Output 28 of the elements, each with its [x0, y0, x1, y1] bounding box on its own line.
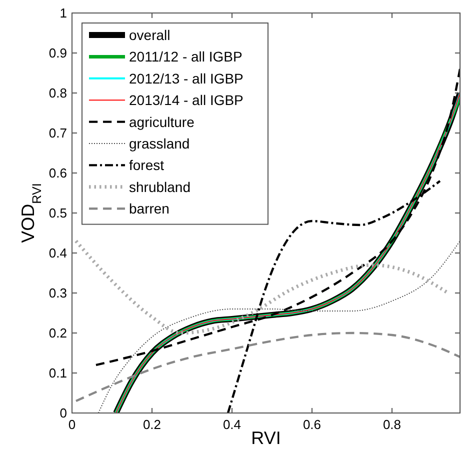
line-series: [98, 240, 460, 413]
legend-label: 2012/13 - all IGBP: [129, 70, 244, 86]
y-tick-label: 0.7: [48, 126, 67, 140]
y-tick-label: 0: [60, 406, 67, 420]
y-tick-label: 0.9: [48, 46, 67, 60]
x-axis-title: RVI: [251, 428, 281, 448]
legend-label: grassland: [129, 136, 190, 152]
x-tick-label: 0.2: [142, 417, 162, 432]
legend-label: 2011/12 - all IGBP: [129, 48, 242, 65]
y-tick-label: 0.3: [48, 286, 67, 300]
legend-label: 2013/14 - all IGBP: [129, 92, 244, 108]
x-tick-label: 0.8: [382, 417, 402, 432]
line-series: [74, 239, 450, 335]
legend-label: shrubland: [129, 178, 190, 195]
y-tick-label: 0.5: [48, 206, 67, 220]
y-tick-label: 1: [60, 6, 67, 20]
legend-label: barren: [129, 200, 170, 217]
y-tick-label: 0.2: [48, 326, 67, 340]
legend-label: overall: [129, 27, 170, 43]
y-tick-label: 0.1: [48, 366, 67, 380]
y-tick-label: 0.8: [48, 86, 67, 100]
y-tick-label: 0.4: [48, 246, 67, 260]
x-tick-label: 0.4: [222, 417, 242, 432]
legend-label: agriculture: [129, 114, 195, 130]
legend-label: forest: [129, 157, 164, 174]
x-tick-label: 0.6: [302, 417, 322, 432]
y-tick-label: 0.6: [48, 166, 67, 180]
line-series: [74, 332, 460, 402]
